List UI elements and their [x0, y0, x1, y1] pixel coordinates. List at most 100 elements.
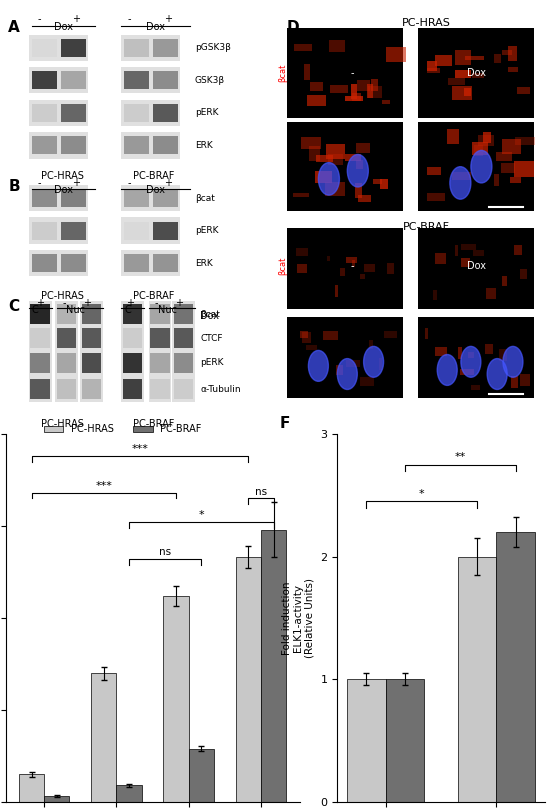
Bar: [419, 28, 534, 118]
Bar: [174, 304, 194, 324]
Bar: [373, 179, 382, 184]
Circle shape: [471, 151, 492, 183]
Bar: [384, 331, 397, 338]
Bar: [153, 222, 178, 240]
Bar: [32, 254, 57, 272]
Bar: [32, 222, 57, 240]
Bar: [121, 350, 144, 376]
Bar: [514, 161, 535, 177]
Text: βcat: βcat: [195, 194, 214, 202]
Bar: [520, 269, 527, 279]
Text: Dox: Dox: [466, 262, 486, 271]
Bar: [150, 329, 170, 348]
Text: pGSK3β: pGSK3β: [195, 43, 230, 52]
Bar: [58, 100, 89, 126]
Bar: [150, 250, 180, 276]
Bar: [56, 326, 78, 352]
Bar: [32, 104, 57, 122]
Bar: [455, 245, 458, 256]
Bar: [310, 82, 323, 92]
Text: GSK3β: GSK3β: [195, 76, 225, 85]
Bar: [345, 257, 357, 263]
Bar: [387, 48, 406, 62]
Bar: [58, 218, 89, 244]
Bar: [150, 67, 180, 93]
Text: -: -: [38, 15, 41, 24]
Bar: [91, 673, 117, 802]
Text: pERK: pERK: [195, 109, 218, 117]
Bar: [58, 132, 89, 159]
Bar: [56, 376, 78, 403]
Bar: [351, 83, 358, 100]
Bar: [468, 352, 474, 357]
Bar: [520, 374, 530, 386]
Bar: [347, 680, 386, 802]
Bar: [328, 154, 343, 164]
Text: PC-HRAS: PC-HRAS: [41, 419, 84, 428]
Bar: [508, 67, 518, 72]
Bar: [58, 185, 89, 211]
Circle shape: [309, 351, 328, 382]
Bar: [352, 260, 355, 267]
Bar: [117, 786, 142, 802]
Bar: [300, 331, 308, 338]
Bar: [435, 347, 447, 356]
Bar: [29, 67, 59, 93]
Bar: [30, 304, 50, 324]
Bar: [123, 329, 142, 348]
Bar: [19, 774, 44, 802]
Text: βcat: βcat: [278, 257, 288, 275]
Bar: [508, 46, 516, 61]
Bar: [29, 132, 59, 159]
Bar: [433, 290, 437, 300]
Bar: [57, 329, 76, 348]
Bar: [121, 376, 144, 403]
Text: A: A: [8, 20, 20, 36]
Bar: [425, 328, 428, 339]
Bar: [60, 39, 86, 57]
Bar: [351, 92, 361, 101]
Bar: [150, 304, 170, 324]
Text: Dox: Dox: [466, 68, 486, 78]
Text: βcat: βcat: [278, 64, 288, 83]
Bar: [60, 136, 86, 155]
Bar: [174, 353, 194, 373]
Text: PC-BRAF: PC-BRAF: [133, 419, 175, 428]
Bar: [123, 304, 142, 324]
Text: +: +: [175, 298, 183, 308]
Bar: [150, 218, 180, 244]
Text: ***: ***: [95, 481, 112, 491]
Bar: [153, 254, 178, 272]
Bar: [82, 304, 101, 324]
Bar: [514, 245, 522, 255]
Bar: [56, 301, 78, 327]
Bar: [124, 71, 149, 89]
Bar: [57, 379, 76, 399]
Bar: [173, 301, 195, 327]
Bar: [345, 96, 363, 101]
Circle shape: [487, 359, 507, 390]
Text: pERK: pERK: [195, 226, 218, 235]
Bar: [381, 179, 388, 189]
Bar: [364, 264, 375, 271]
Text: B: B: [8, 179, 20, 194]
Bar: [435, 253, 446, 264]
Bar: [360, 274, 365, 279]
Bar: [29, 35, 59, 61]
Bar: [60, 104, 86, 122]
Text: +: +: [73, 178, 80, 188]
Bar: [356, 160, 363, 168]
Bar: [426, 193, 445, 201]
Bar: [80, 350, 103, 376]
Bar: [510, 177, 521, 182]
Bar: [358, 195, 371, 202]
Bar: [149, 326, 171, 352]
Text: ERK: ERK: [195, 258, 212, 268]
Bar: [56, 350, 78, 376]
Bar: [150, 132, 180, 159]
Bar: [371, 79, 377, 92]
Bar: [465, 56, 484, 60]
Bar: [30, 353, 50, 373]
Text: βcat DAPI: βcat DAPI: [278, 148, 288, 185]
Bar: [174, 329, 194, 348]
